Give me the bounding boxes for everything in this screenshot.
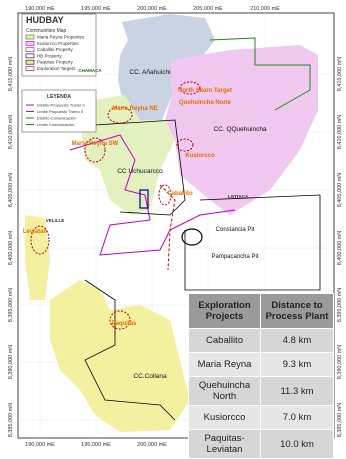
- northing-label: 8,390,000 mN: [337, 345, 343, 380]
- easting-label: 205,000 mE: [193, 6, 223, 12]
- map-label: Maria Reyna SW: [72, 141, 119, 147]
- map-label: LIVITACA: [228, 194, 249, 199]
- legend-swatch: [25, 47, 35, 52]
- legend-title: LEYENDA: [47, 94, 71, 100]
- logo: HUDBAY: [26, 15, 64, 25]
- map-label: Leviatan: [23, 229, 48, 235]
- table-cell: 10.0 km: [260, 429, 334, 459]
- header-cell: Exploration Projects: [187, 293, 262, 329]
- northing-label: 8,405,000 mN: [337, 173, 343, 208]
- distance-table: Exploration Projects Distance to Process …: [187, 293, 334, 459]
- maria-reyna-area: [80, 95, 175, 215]
- map-label: CC.Collana: [133, 373, 167, 380]
- legend-swatch: [25, 53, 35, 59]
- easting-label: 195,000 mE: [81, 442, 111, 448]
- pit: [139, 189, 149, 209]
- map-label: North Skarn Target: [178, 88, 232, 94]
- northing-label: 8,415,000 mN: [8, 57, 14, 92]
- legend-label: Distrito Comunicación: [37, 116, 76, 121]
- easting-label: 200,000 mE: [137, 442, 167, 448]
- table-cell: Maria Reyna: [187, 352, 262, 377]
- map-label: Quehuincha Norte: [179, 100, 232, 106]
- property-boundary: [84, 279, 176, 421]
- easting-label: 200,000 mE: [137, 6, 167, 12]
- subtitle: Communities Map: [26, 28, 67, 34]
- legend-label: Maria Reyna Properties: [37, 35, 85, 40]
- northing-label: 8,395,000 mN: [337, 288, 343, 323]
- map-labels: CHAMACA CC. Añahuichi North Skarn Target Qu…: [23, 68, 267, 380]
- northing-label: 8,410,000 mN: [8, 115, 14, 150]
- property-boundary: [69, 134, 236, 256]
- northing-label: 8,400,000 mN: [337, 231, 343, 266]
- property-boundary: [209, 37, 311, 111]
- northing-label: 8,410,000 mN: [337, 115, 343, 150]
- kusiorcco-area: [165, 45, 318, 215]
- map-label: CC. QQuehuincha: [213, 126, 266, 133]
- northing-label: 8,400,000 mN: [8, 231, 14, 266]
- map-label: CC Uchucarcco: [117, 168, 163, 175]
- easting-label: 210,000 mE: [250, 6, 280, 12]
- map-label: Pampacancha Pit: [211, 254, 258, 260]
- legend-swatch: [25, 59, 35, 65]
- legend-swatch: [25, 40, 35, 46]
- map-label: Caballito: [167, 191, 193, 197]
- legend-label: Caballito Property: [37, 47, 74, 52]
- axes: 190,000 mE 190,000 mE 195,000 mE 195,000 mE…: [8, 6, 343, 448]
- table-row: Kusiorcco 7.0 km: [187, 405, 334, 430]
- easting-label: 195,000 mE: [81, 6, 111, 12]
- legend-label: Distrito Propuesto Tramo II: [37, 103, 85, 108]
- map-label: CHAMACA: [78, 68, 102, 73]
- legend-label: Exploration Targets: [37, 66, 76, 71]
- legend-label: HB Property: [37, 53, 62, 58]
- northing-label: 8,385,000 mN: [337, 403, 343, 438]
- pit: [181, 228, 203, 246]
- legend-box: [21, 13, 97, 77]
- easting-label: 190,000 mE: [25, 442, 55, 448]
- legend-swatch: [25, 34, 35, 40]
- table-cell: Caballito: [187, 328, 262, 353]
- table-row: Maria Reyna 9.3 km: [187, 352, 334, 377]
- table-cell: Quehuincha North: [187, 376, 262, 406]
- map-label: Paquitas: [111, 321, 137, 327]
- map-label: CC. Añahuichi: [129, 69, 170, 76]
- legend-swatch: [25, 66, 35, 71]
- northing-label: 8,395,000 mN: [8, 288, 14, 323]
- map-label: Kusiorcco: [185, 153, 215, 159]
- legend-label: Paquitas Property: [37, 60, 74, 65]
- header-row: Exploration Projects Distance to Process …: [187, 293, 334, 329]
- northing-label: 8,415,000 mN: [337, 57, 343, 92]
- northing-label: 8,390,000 mN: [8, 345, 14, 380]
- table-cell: 11.3 km: [260, 376, 334, 406]
- road: [159, 184, 176, 271]
- northing-label: 8,385,000 mN: [8, 403, 14, 438]
- easting-label: 190,000 mE: [25, 6, 55, 12]
- legend-label: Límite Comunicación: [37, 122, 74, 127]
- legend-box: [21, 89, 97, 133]
- header-cell: Distance to Process Plant: [260, 293, 334, 329]
- map-label: Constancia Pit: [216, 227, 255, 233]
- table-cell: Kusiorcco: [187, 405, 262, 430]
- property-boundary: [94, 119, 186, 216]
- table-cell: 7.0 km: [260, 405, 334, 430]
- community-area: [118, 14, 215, 130]
- northing-label: 8,405,000 mN: [8, 173, 14, 208]
- paquitas-area: [50, 280, 190, 432]
- table-cell: 4.8 km: [260, 328, 334, 353]
- exploration-targets: [30, 81, 201, 330]
- table-row: Caballito 4.8 km: [187, 328, 334, 353]
- table-row: Quehuincha North 11.3 km: [187, 376, 334, 406]
- table-cell: 9.3 km: [260, 352, 334, 377]
- legend-label: Límite Propuesto Tramo II: [37, 109, 83, 114]
- map-label: Maria Reyna NE: [112, 106, 157, 112]
- legend-label: Kusiorcco Properties: [37, 41, 79, 46]
- map-label: VELILLE: [46, 218, 65, 223]
- table-row: Paquitas-Leviatan 10.0 km: [187, 429, 334, 459]
- property-boundary: [184, 194, 321, 291]
- table-cell: Paquitas-Leviatan: [187, 429, 262, 459]
